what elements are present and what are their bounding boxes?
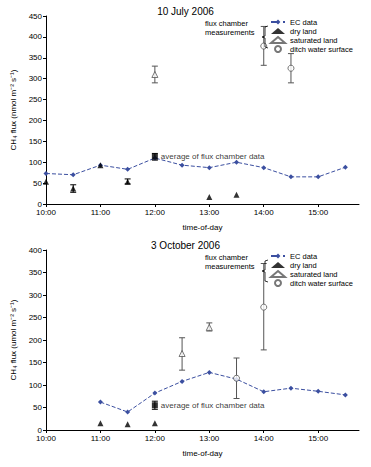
svg-text:flux chamber: flux chamber: [205, 19, 250, 28]
svg-text:10:00: 10:00: [36, 208, 57, 217]
svg-text:200: 200: [29, 336, 43, 345]
svg-text:13:00: 13:00: [199, 434, 220, 443]
svg-text:12:00: 12:00: [145, 208, 166, 217]
svg-text:400: 400: [29, 32, 43, 41]
svg-text:350: 350: [29, 53, 43, 62]
svg-text:350: 350: [29, 268, 43, 277]
svg-text:saturated land: saturated land: [290, 36, 338, 45]
svg-text:flux chamber: flux chamber: [205, 253, 250, 262]
svg-text:CH₄ flux (nmol m⁻² s⁻¹): CH₄ flux (nmol m⁻² s⁻¹): [9, 69, 18, 150]
svg-text:450: 450: [29, 12, 43, 21]
svg-text:150: 150: [29, 358, 43, 367]
svg-text:300: 300: [29, 291, 43, 300]
svg-text:50: 50: [33, 403, 42, 412]
svg-text:0: 0: [37, 425, 42, 435]
svg-text:ditch water surface: ditch water surface: [290, 279, 353, 288]
svg-text:200: 200: [29, 116, 43, 125]
svg-text:12:00: 12:00: [145, 434, 166, 443]
svg-text:0: 0: [37, 199, 42, 209]
svg-text:dry land: dry land: [290, 27, 317, 36]
svg-text:saturated land: saturated land: [290, 270, 338, 279]
svg-text:time-of-day: time-of-day: [182, 223, 222, 232]
svg-text:10:00: 10:00: [36, 434, 57, 443]
svg-text:EC data: EC data: [290, 252, 318, 261]
svg-text:CH₄ flux (umol m⁻² s⁻¹): CH₄ flux (umol m⁻² s⁻¹): [9, 299, 18, 380]
svg-text:time-of-day: time-of-day: [182, 449, 222, 458]
svg-text:15:00: 15:00: [308, 208, 329, 217]
svg-text:300: 300: [29, 74, 43, 83]
svg-text:10 July 2006: 10 July 2006: [157, 6, 214, 17]
svg-text:400: 400: [29, 246, 43, 255]
svg-text:100: 100: [29, 381, 43, 390]
svg-text:150: 150: [29, 137, 43, 146]
svg-text:100: 100: [29, 158, 43, 167]
svg-text:15:00: 15:00: [308, 434, 329, 443]
svg-text:ditch water surface: ditch water surface: [290, 45, 353, 54]
svg-text:13:00: 13:00: [199, 208, 220, 217]
svg-text:250: 250: [29, 95, 43, 104]
svg-text:14:00: 14:00: [254, 208, 275, 217]
svg-text:14:00: 14:00: [254, 434, 275, 443]
svg-text:EC data: EC data: [290, 18, 318, 27]
svg-text:11:00: 11:00: [91, 208, 111, 217]
svg-text:average of flux chamber data: average of flux chamber data: [161, 401, 265, 410]
svg-text:11:00: 11:00: [91, 434, 111, 443]
svg-text:250: 250: [29, 313, 43, 322]
svg-text:average of flux chamber data: average of flux chamber data: [161, 152, 265, 161]
svg-text:50: 50: [33, 179, 42, 188]
svg-text:3 October 2006: 3 October 2006: [151, 240, 220, 251]
svg-text:measurements: measurements: [205, 28, 255, 37]
svg-text:dry land: dry land: [290, 261, 317, 270]
svg-text:measurements: measurements: [205, 262, 255, 271]
